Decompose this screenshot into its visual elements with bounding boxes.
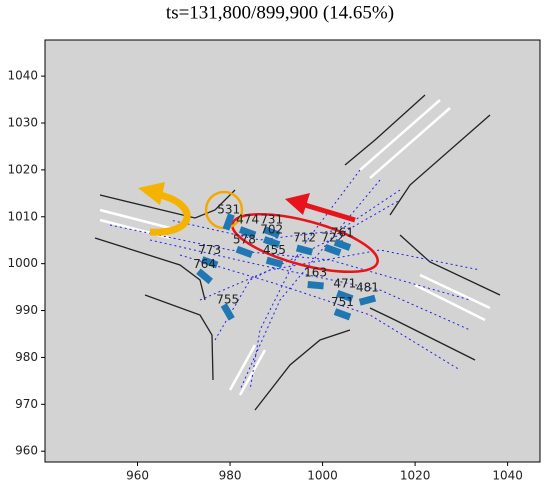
trajectory	[179, 254, 461, 371]
lane-line	[419, 273, 491, 310]
road-edge	[389, 114, 491, 216]
vehicle	[262, 226, 281, 239]
vehicle	[262, 236, 281, 249]
vehicle	[295, 244, 314, 256]
vehicle-label: 481	[356, 281, 379, 295]
vehicle-label: 731	[260, 213, 283, 227]
lane-line	[359, 99, 441, 171]
vehicle	[333, 308, 352, 321]
x-tick-label: 1000	[307, 469, 338, 483]
vehicle	[200, 256, 219, 269]
y-tick-label: 1040	[7, 69, 38, 83]
vehicle	[333, 238, 352, 251]
road-edge	[344, 94, 426, 166]
vehicle-label: 773	[198, 243, 221, 257]
vehicle-label: 702	[260, 223, 283, 237]
road-edge	[254, 329, 351, 411]
x-tick-label: 1020	[400, 469, 431, 483]
vehicle	[238, 226, 257, 239]
trajectory	[239, 179, 381, 391]
vehicle	[324, 244, 342, 257]
vehicle-label: 455	[263, 243, 286, 257]
vehicle-label: 755	[216, 292, 239, 306]
x-tick-label: 960	[126, 469, 149, 483]
vehicle-label: 751	[331, 295, 354, 309]
vehicle	[358, 294, 377, 306]
trajectory	[169, 189, 401, 241]
highlight-ellipse	[231, 212, 379, 274]
roads	[94, 94, 501, 411]
vehicle	[336, 289, 354, 303]
x-tick-label: 1040	[492, 469, 523, 483]
lane-line	[238, 349, 267, 396]
vehicle-label: 474	[236, 213, 259, 227]
lane-line	[414, 283, 486, 322]
trajectory	[109, 224, 471, 301]
road-edge	[399, 234, 501, 296]
y-tick-label: 1030	[7, 115, 38, 129]
vehicle-label: 761	[331, 225, 354, 239]
vehicle-label: 471	[333, 277, 356, 291]
y-tick-label: 1000	[7, 256, 38, 270]
red-arrow	[285, 193, 356, 223]
y-tick-label: 990	[15, 303, 38, 317]
road-edge	[369, 307, 476, 361]
lane-line	[228, 344, 257, 391]
vehicle-label: 764	[193, 257, 216, 271]
x-tick-label: 980	[219, 469, 242, 483]
vehicle-label: 578	[233, 232, 256, 246]
lane-line	[369, 107, 451, 179]
road-edge	[99, 189, 236, 219]
y-tick-label: 1010	[7, 209, 38, 223]
vehicle	[307, 281, 324, 290]
u-turn-arrow	[138, 182, 191, 236]
vehicle	[265, 256, 284, 268]
lane-line	[99, 208, 171, 230]
vehicle-label: 163	[304, 266, 327, 280]
y-tick-label: 960	[15, 444, 38, 458]
y-tick-label: 1020	[7, 162, 38, 176]
vehicle-label: 531	[217, 202, 240, 216]
road-edge	[94, 237, 206, 301]
plot-area	[44, 39, 541, 463]
vehicle	[220, 303, 235, 321]
road-edge	[144, 294, 214, 381]
y-tick-label: 970	[15, 397, 38, 411]
trajectory	[149, 239, 471, 331]
vehicle-label: 712	[293, 231, 316, 245]
vehicle	[235, 245, 254, 258]
vehicle	[222, 213, 235, 231]
chart-title: ts=131,800/899,900 (14.65%)	[166, 2, 394, 23]
vehicle	[196, 268, 213, 285]
y-tick-label: 980	[15, 350, 38, 364]
